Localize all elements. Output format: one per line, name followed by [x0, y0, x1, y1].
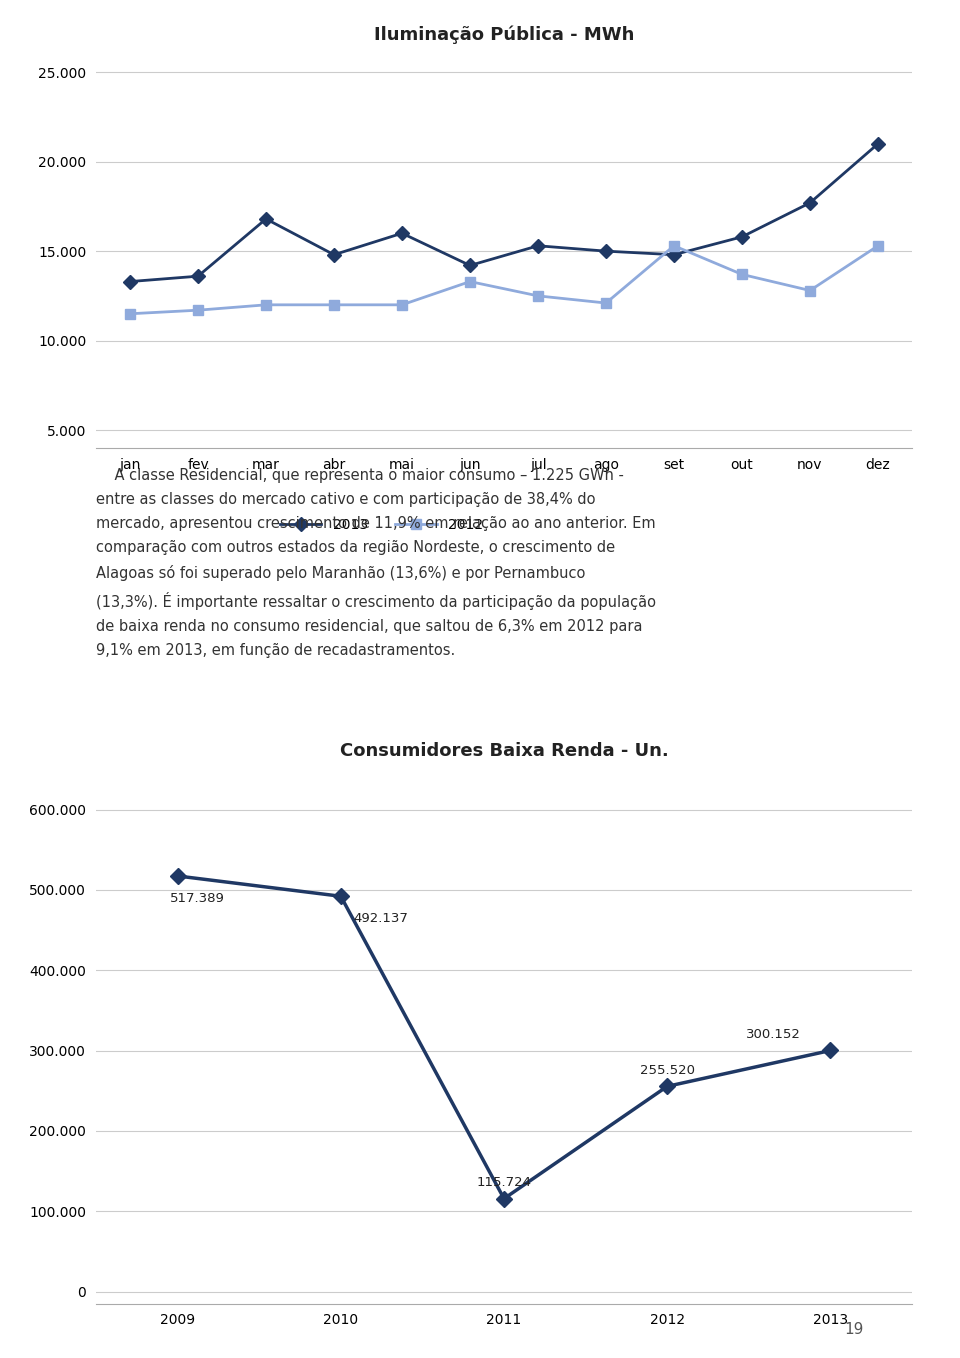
Text: 517.389: 517.389 [170, 892, 225, 904]
2013 [465, 257, 476, 273]
Line: 2013: 2013 [125, 139, 883, 287]
Text: 255.520: 255.520 [639, 1063, 695, 1077]
2013 [668, 247, 680, 263]
2012 [668, 238, 680, 254]
2013 [260, 210, 272, 227]
Text: 115.724: 115.724 [476, 1176, 532, 1190]
2013 [396, 225, 408, 242]
2012 [532, 288, 543, 304]
2012 [736, 266, 748, 282]
2012 [396, 296, 408, 312]
2012 [328, 296, 340, 312]
2013 [804, 194, 816, 210]
2013 [124, 273, 135, 289]
Title: Consumidores Baixa Renda - Un.: Consumidores Baixa Renda - Un. [340, 741, 668, 759]
2012 [873, 238, 884, 254]
2012 [260, 296, 272, 312]
2013 [532, 238, 543, 254]
Text: 492.137: 492.137 [354, 913, 409, 925]
Line: 2012: 2012 [125, 240, 883, 319]
2013 [328, 247, 340, 263]
2012 [124, 306, 135, 322]
Title: Iluminação Pública - MWh: Iluminação Pública - MWh [373, 26, 635, 45]
2012 [804, 282, 816, 299]
2012 [465, 273, 476, 289]
Text: 19: 19 [845, 1321, 864, 1336]
Text: A classe Residencial, que representa o maior consumo – 1.225 GWh -
entre as clas: A classe Residencial, que representa o m… [96, 469, 656, 659]
2012 [600, 295, 612, 311]
2013 [736, 228, 748, 244]
2013 [600, 243, 612, 259]
Text: 300.152: 300.152 [746, 1028, 801, 1042]
2013 [873, 136, 884, 152]
Legend: 2013, 2012: 2013, 2012 [279, 517, 484, 532]
2013 [192, 268, 204, 284]
2012 [192, 301, 204, 318]
